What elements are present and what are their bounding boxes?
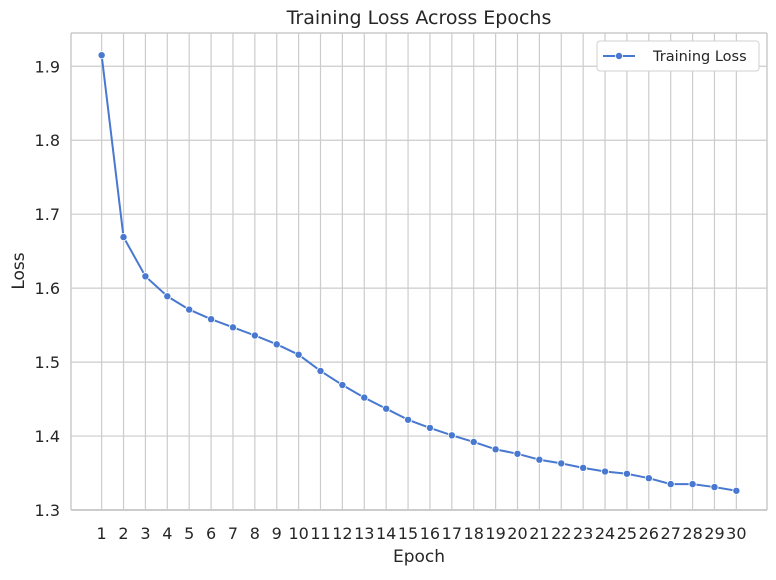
- data-point: [688, 480, 697, 489]
- series-layer: [97, 51, 741, 495]
- data-point: [710, 483, 719, 492]
- x-tick-label: 18: [464, 524, 484, 543]
- data-point: [97, 51, 106, 60]
- y-tick-label: 1.3: [35, 501, 60, 520]
- data-point: [404, 415, 413, 424]
- y-tick-label: 1.7: [35, 205, 60, 224]
- data-point: [425, 423, 434, 432]
- x-tick-label: 30: [726, 524, 746, 543]
- data-point: [557, 459, 566, 468]
- x-tick-label: 4: [162, 524, 172, 543]
- data-point: [119, 233, 128, 242]
- x-tick-label: 21: [529, 524, 549, 543]
- data-point: [601, 467, 610, 476]
- x-tick-label: 26: [639, 524, 659, 543]
- x-tick-label: 28: [682, 524, 702, 543]
- data-point: [622, 469, 631, 478]
- data-point: [447, 431, 456, 440]
- data-point: [666, 480, 675, 489]
- x-tick-label: 14: [376, 524, 396, 543]
- x-tick-label: 7: [228, 524, 238, 543]
- data-point: [316, 366, 325, 375]
- x-tick-label: 16: [420, 524, 440, 543]
- y-tick-label: 1.9: [35, 57, 60, 76]
- x-tick-label: 8: [250, 524, 260, 543]
- x-tick-label: 15: [398, 524, 418, 543]
- x-tick-label: 25: [617, 524, 637, 543]
- x-tick-label: 10: [288, 524, 308, 543]
- legend-marker-swatch: [615, 52, 624, 61]
- data-point: [491, 445, 500, 454]
- data-point: [228, 323, 237, 332]
- x-axis-label: Epoch: [393, 547, 445, 567]
- plot-frame: [70, 32, 768, 511]
- x-tick-labels: 1 2 3 4 5 6 7 8 9 10 11 12 13 14 15 16 17 18 19 20 21 22 23 24 2…: [97, 524, 747, 543]
- x-tick-label: 22: [551, 524, 571, 543]
- x-tick-label: 23: [573, 524, 593, 543]
- y-tick-label: 1.6: [35, 279, 60, 298]
- data-point: [732, 486, 741, 495]
- x-tick-label: 2: [118, 524, 128, 543]
- legend-label: Training Loss: [652, 49, 747, 65]
- x-tick-label: 11: [310, 524, 330, 543]
- x-tick-label: 24: [595, 524, 615, 543]
- x-tick-label: 9: [272, 524, 282, 543]
- y-tick-labels: 1.3 1.4 1.5 1.6 1.7 1.8 1.9: [35, 57, 60, 520]
- plot-background: [71, 33, 767, 510]
- data-point: [513, 449, 522, 458]
- data-point: [644, 474, 653, 483]
- x-tick-label: 13: [354, 524, 374, 543]
- data-point: [141, 272, 150, 281]
- legend-box: [596, 40, 760, 72]
- chart-title: Training Loss Across Epochs: [286, 7, 552, 29]
- x-tick-label: 19: [485, 524, 505, 543]
- x-tick-label: 20: [507, 524, 527, 543]
- legend: Training Loss: [596, 40, 760, 72]
- data-point: [207, 315, 216, 324]
- data-point: [272, 340, 281, 349]
- x-tick-label: 17: [442, 524, 462, 543]
- data-point: [185, 305, 194, 314]
- x-tick-label: 12: [332, 524, 352, 543]
- data-point: [382, 404, 391, 413]
- data-point: [469, 437, 478, 446]
- x-tick-label: 6: [206, 524, 216, 543]
- data-point: [294, 350, 303, 359]
- y-tick-label: 1.5: [35, 353, 60, 372]
- x-tick-label: 27: [661, 524, 681, 543]
- data-point: [360, 393, 369, 402]
- y-tick-label: 1.4: [35, 427, 60, 446]
- x-tick-label: 29: [704, 524, 724, 543]
- x-tick-label: 3: [140, 524, 150, 543]
- data-point: [163, 292, 172, 301]
- x-tick-label: 1: [97, 524, 107, 543]
- y-axis-label: Loss: [9, 252, 29, 289]
- x-tick-label: 5: [184, 524, 194, 543]
- data-point: [579, 463, 588, 472]
- y-tick-label: 1.8: [35, 131, 60, 150]
- data-point: [535, 455, 544, 464]
- data-point: [338, 381, 347, 390]
- data-point: [250, 331, 259, 340]
